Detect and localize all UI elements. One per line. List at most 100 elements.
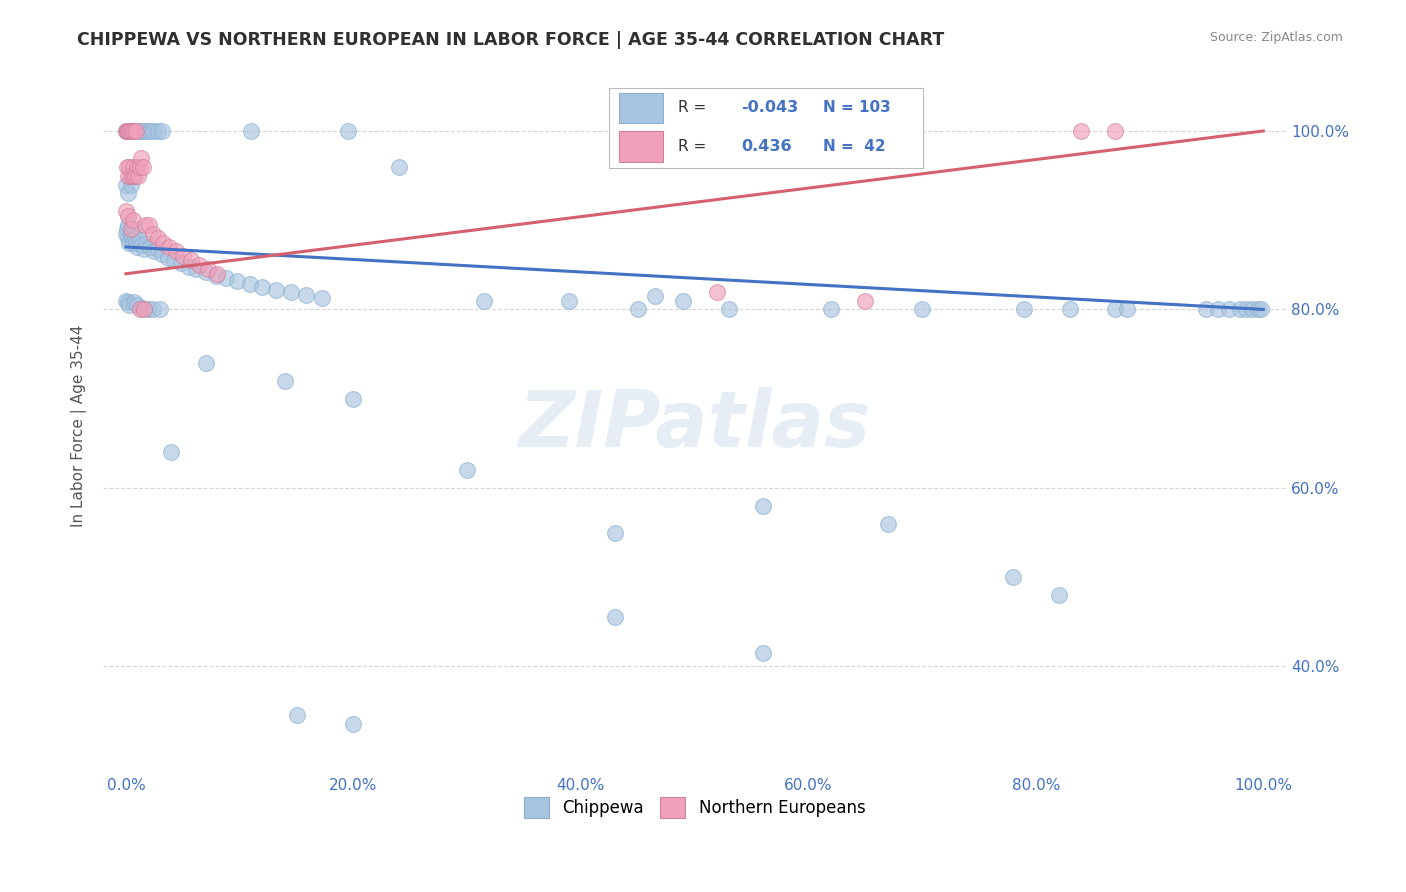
- Point: [603, 525, 626, 540]
- Point: [672, 293, 695, 308]
- Point: [1195, 302, 1218, 317]
- Point: [139, 124, 162, 138]
- Point: [280, 285, 302, 300]
- Point: [122, 295, 145, 310]
- Point: [134, 242, 156, 256]
- Point: [717, 302, 740, 317]
- Point: [603, 610, 626, 624]
- Point: [197, 262, 219, 277]
- Point: [1206, 302, 1229, 317]
- Point: [644, 289, 666, 303]
- Point: [311, 291, 333, 305]
- Y-axis label: In Labor Force | Age 35-44: In Labor Force | Age 35-44: [72, 325, 87, 526]
- Point: [1234, 302, 1257, 317]
- Point: [1014, 302, 1036, 317]
- Point: [157, 251, 180, 265]
- Point: [240, 124, 263, 138]
- Point: [127, 169, 149, 183]
- Point: [1115, 302, 1137, 317]
- Point: [165, 244, 187, 259]
- Point: [121, 235, 143, 250]
- Point: [1070, 124, 1092, 138]
- Point: [127, 160, 149, 174]
- Point: [558, 293, 581, 308]
- Text: Source: ZipAtlas.com: Source: ZipAtlas.com: [1209, 31, 1343, 45]
- Point: [118, 124, 141, 138]
- Point: [627, 302, 650, 317]
- Point: [215, 271, 238, 285]
- Point: [121, 124, 143, 138]
- Point: [132, 124, 155, 138]
- Point: [285, 708, 308, 723]
- Point: [118, 235, 141, 250]
- Point: [118, 124, 141, 138]
- Point: [115, 124, 138, 138]
- Point: [911, 302, 934, 317]
- Point: [142, 124, 165, 138]
- Point: [239, 277, 262, 291]
- Point: [127, 298, 149, 312]
- Point: [1047, 588, 1070, 602]
- Point: [146, 242, 169, 256]
- Point: [252, 280, 274, 294]
- Point: [124, 169, 146, 183]
- Point: [150, 124, 173, 138]
- Point: [121, 160, 143, 174]
- Point: [115, 124, 138, 138]
- Point: [131, 238, 153, 252]
- Point: [134, 218, 156, 232]
- Legend: Chippewa, Northern Europeans: Chippewa, Northern Europeans: [517, 790, 872, 824]
- Point: [146, 231, 169, 245]
- Point: [294, 288, 316, 302]
- Point: [186, 262, 208, 277]
- Point: [152, 235, 174, 250]
- Point: [121, 124, 143, 138]
- Point: [187, 258, 209, 272]
- Point: [1104, 124, 1126, 138]
- Point: [820, 302, 842, 317]
- Point: [853, 293, 876, 308]
- Point: [177, 260, 200, 274]
- Point: [274, 374, 297, 388]
- Point: [139, 240, 162, 254]
- Point: [120, 169, 142, 183]
- Point: [128, 160, 150, 174]
- Point: [150, 247, 173, 261]
- Point: [1229, 302, 1251, 317]
- Point: [122, 124, 145, 138]
- Point: [115, 124, 138, 138]
- Point: [205, 267, 228, 281]
- Point: [118, 160, 141, 174]
- Point: [120, 227, 142, 241]
- Point: [1059, 302, 1081, 317]
- Point: [117, 218, 139, 232]
- Point: [117, 295, 139, 310]
- Point: [194, 265, 217, 279]
- Point: [132, 160, 155, 174]
- Point: [124, 124, 146, 138]
- Point: [117, 169, 139, 183]
- Point: [125, 235, 148, 250]
- Point: [143, 244, 166, 259]
- Point: [163, 253, 186, 268]
- Point: [129, 151, 152, 165]
- Point: [194, 356, 217, 370]
- Point: [172, 249, 194, 263]
- Point: [128, 233, 150, 247]
- Point: [456, 463, 478, 477]
- Point: [121, 231, 143, 245]
- Point: [1250, 302, 1272, 317]
- Point: [752, 499, 775, 513]
- Point: [131, 301, 153, 315]
- Point: [124, 231, 146, 245]
- Point: [115, 204, 138, 219]
- Point: [388, 160, 411, 174]
- Point: [204, 268, 226, 283]
- Point: [117, 124, 139, 138]
- Text: CHIPPEWA VS NORTHERN EUROPEAN IN LABOR FORCE | AGE 35-44 CORRELATION CHART: CHIPPEWA VS NORTHERN EUROPEAN IN LABOR F…: [77, 31, 945, 49]
- Point: [115, 227, 138, 241]
- Point: [128, 302, 150, 317]
- Point: [180, 253, 202, 268]
- Point: [120, 222, 142, 236]
- Point: [1218, 302, 1240, 317]
